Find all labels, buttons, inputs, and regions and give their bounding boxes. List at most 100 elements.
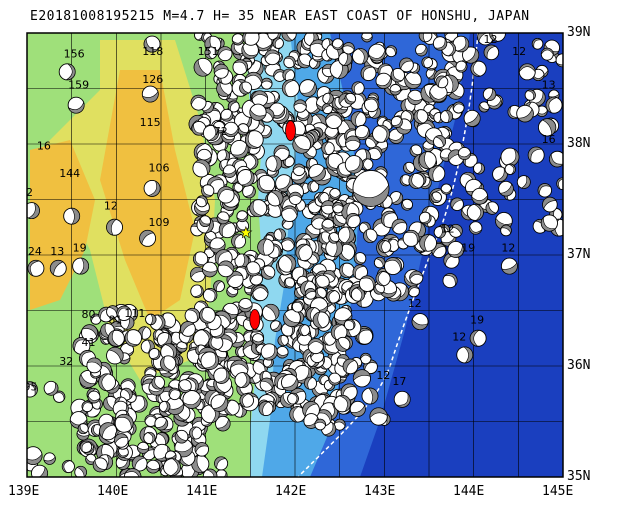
focal-mechanism-ball [401, 198, 413, 211]
focal-mechanism-ball [189, 426, 203, 440]
lon-label-141e: 141E [186, 484, 218, 499]
focal-mechanism-ball [230, 139, 249, 159]
land-high-west [30, 140, 95, 310]
focal-mechanism-ball [114, 413, 134, 433]
focal-mechanism-ball [43, 452, 56, 465]
focal-mechanism-ball [332, 202, 344, 214]
focal-mechanism-ball [201, 184, 215, 198]
focal-mechanism-ball [542, 196, 558, 213]
focal-mechanism-ball [360, 65, 377, 82]
focal-mechanism-ball [466, 203, 484, 221]
focal-mechanism-ball [468, 221, 483, 235]
focal-mechanism-ball [391, 218, 408, 235]
focal-mechanism-ball [540, 214, 558, 232]
focal-mechanism-ball [504, 163, 516, 175]
focal-mechanism-ball [156, 332, 173, 348]
focal-mechanism-ball [199, 306, 216, 324]
depth-label: 118 [142, 45, 163, 58]
depth-label: 12 [104, 199, 118, 212]
focal-mechanism-ball [27, 381, 38, 398]
focal-mechanism-ball [304, 288, 317, 300]
focal-mechanism-ball [361, 158, 374, 171]
focal-mechanism-ball [338, 51, 353, 67]
depth-label: 13 [50, 245, 64, 258]
focal-mechanism-ball [257, 238, 275, 256]
focal-mechanism-ball [363, 228, 378, 244]
focal-mechanism-ball [139, 229, 157, 247]
focal-mechanism-ball [223, 121, 239, 138]
focal-mechanism-ball [469, 329, 487, 347]
focal-mechanism-ball [337, 226, 355, 244]
focal-mechanism-ball [288, 191, 302, 205]
focal-mechanism-ball [278, 254, 297, 273]
focal-mechanism-ball [267, 190, 284, 207]
focal-mechanism-ball [353, 252, 367, 265]
focal-mechanism-ball [213, 367, 230, 384]
focal-mechanism-ball [314, 418, 326, 431]
focal-mechanism-ball [260, 343, 278, 361]
focal-mechanism-ball [27, 446, 43, 466]
focal-mechanism-ball [442, 273, 458, 289]
focal-mechanism-ball [270, 320, 282, 332]
focal-mechanism-ball [184, 307, 200, 324]
focal-mechanism-ball [500, 224, 512, 237]
focal-mechanism-ball [154, 416, 169, 431]
focal-mechanism-ball [418, 33, 433, 43]
focal-mechanism-ball [260, 77, 273, 90]
focal-mechanism-ball [339, 262, 355, 279]
focal-mechanism-ball [433, 135, 447, 149]
focal-mechanism-ball [351, 81, 365, 95]
focal-mechanism-ball [328, 232, 340, 244]
depth-label: 41 [82, 336, 96, 349]
focal-mechanism-ball [518, 63, 536, 81]
focal-mechanism-ball [217, 186, 235, 204]
focal-mechanism-ball [312, 311, 330, 329]
highlighted-event-north [285, 120, 296, 142]
focal-mechanism-ball [537, 183, 553, 198]
focal-mechanism-ball [227, 100, 240, 113]
focal-mechanism-ball [81, 400, 93, 413]
focal-mechanism-ball [202, 124, 220, 142]
focal-mechanism-ball [314, 274, 330, 290]
focal-mechanism-ball [435, 75, 449, 89]
focal-mechanism-ball [325, 111, 343, 130]
focal-mechanism-ball [333, 418, 346, 431]
focal-mechanism-ball [373, 256, 386, 269]
focal-mechanism-ball [321, 141, 335, 155]
depth-label: 12 [484, 33, 498, 46]
focal-mechanism-ball [272, 37, 284, 49]
trench-line [297, 33, 479, 477]
focal-mechanism-ball [27, 202, 40, 220]
focal-mechanism-ball [214, 456, 229, 471]
focal-mechanism-ball [307, 180, 320, 193]
depth-label: 12 [501, 242, 515, 255]
focal-mechanism-ball [236, 210, 249, 223]
focal-mechanism-ball [210, 394, 229, 412]
focal-mechanism-ball [160, 343, 178, 361]
focal-mechanism-ball [335, 336, 351, 352]
focal-mechanism-ball [291, 300, 304, 313]
focal-mechanism-ball [295, 243, 313, 262]
focal-mechanism-ball [293, 99, 307, 113]
depth-label: 156 [64, 47, 85, 60]
focal-mechanism-ball [143, 35, 161, 53]
lon-label-140e: 140E [97, 484, 129, 499]
depth-label: 16 [542, 133, 556, 146]
focal-mechanism-ball [177, 379, 192, 393]
focal-mechanism-ball [163, 458, 181, 477]
focal-mechanism-ball [283, 277, 296, 289]
focal-mechanism-ball [242, 33, 260, 46]
focal-mechanism-ball [364, 96, 380, 113]
focal-mechanism-ball [213, 63, 229, 79]
focal-mechanism-ball [174, 429, 189, 444]
focal-mechanism-ball [124, 329, 143, 347]
depth-label: 19 [73, 242, 87, 255]
focal-mechanism-ball [99, 422, 118, 441]
focal-mechanism-ball [447, 240, 465, 258]
focal-mechanism-ball [328, 372, 342, 386]
focal-mechanism-ball [549, 150, 563, 168]
focal-mechanism-ball [440, 183, 452, 195]
focal-mechanism-ball [344, 92, 357, 105]
focal-mechanism-ball [333, 394, 351, 413]
highlighted-event-south [249, 308, 261, 330]
